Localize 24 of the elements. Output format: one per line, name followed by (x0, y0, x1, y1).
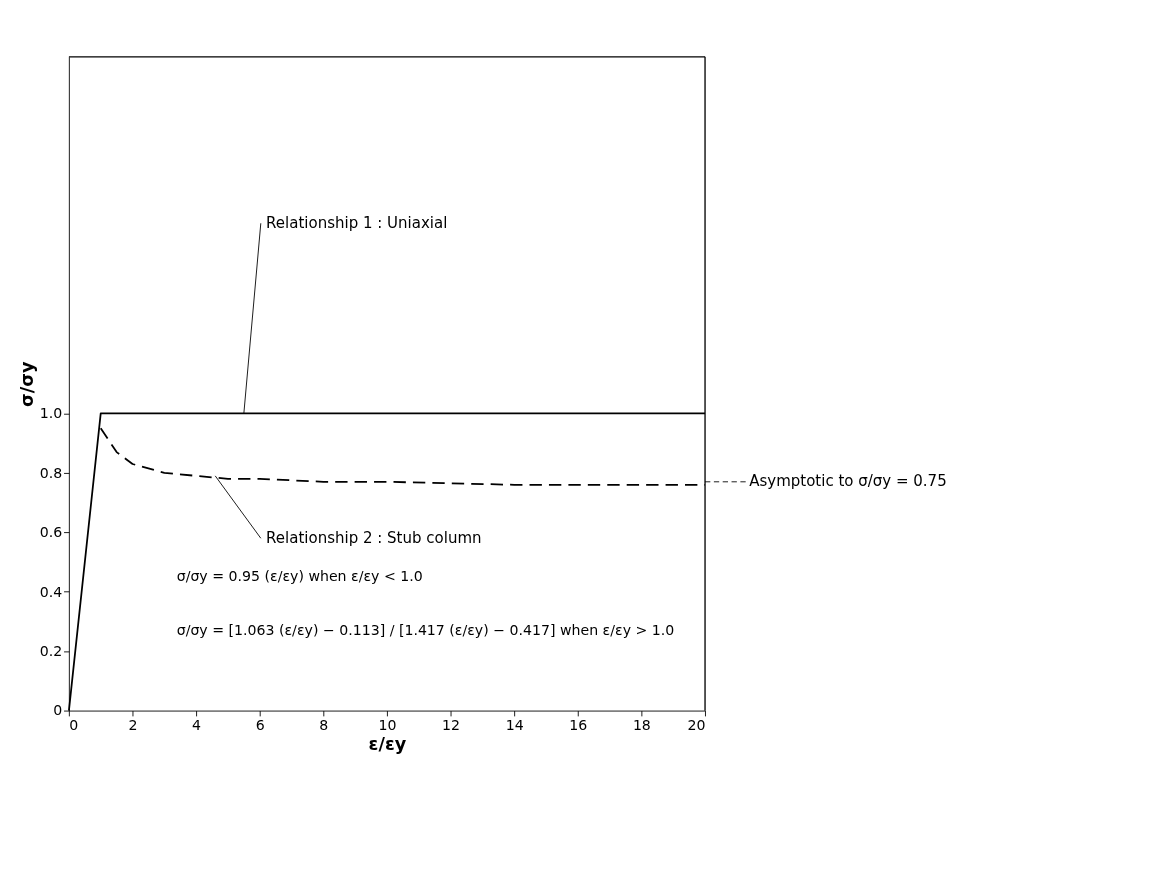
y-tick-label: 0.2 (39, 643, 63, 660)
y-tick-label: 0 (53, 702, 63, 719)
annotation: Relationship 1 : Uniaxial (266, 213, 448, 232)
annotation: Asymptotic to σ/σy = 0.75 (749, 472, 947, 491)
y-tick-label: 1.0 (39, 405, 63, 422)
x-tick-label: 12 (442, 716, 461, 733)
x-tick-label: 18 (632, 716, 651, 733)
annotation: Relationship 2 : Stub column (266, 528, 482, 547)
annotation: σ/σy = [1.063 (ε/εy) − 0.113] / [1.417 (ε/εy) − 0.417] when ε/εy > 1.0 (176, 621, 675, 638)
x-tick-label: 10 (378, 716, 397, 733)
y-tick-label: 0.6 (39, 524, 63, 541)
y-tick-label: 0.4 (39, 583, 63, 600)
x-tick-label: 0 (69, 716, 79, 733)
x-tick-label: 8 (319, 716, 329, 733)
x-tick-label: 20 (687, 716, 706, 733)
x-tick-label: 6 (255, 716, 265, 733)
y-axis-title: σ/σy (16, 360, 37, 407)
x-tick-label: 16 (569, 716, 588, 733)
x-tick-label: 14 (505, 716, 524, 733)
annotation: σ/σy = 0.95 (ε/εy) when ε/εy < 1.0 (176, 568, 423, 585)
x-tick-label: 4 (192, 716, 202, 733)
x-axis-title: ε/εy (368, 733, 407, 754)
y-tick-label: 0.8 (39, 464, 63, 481)
x-tick-label: 2 (128, 716, 138, 733)
